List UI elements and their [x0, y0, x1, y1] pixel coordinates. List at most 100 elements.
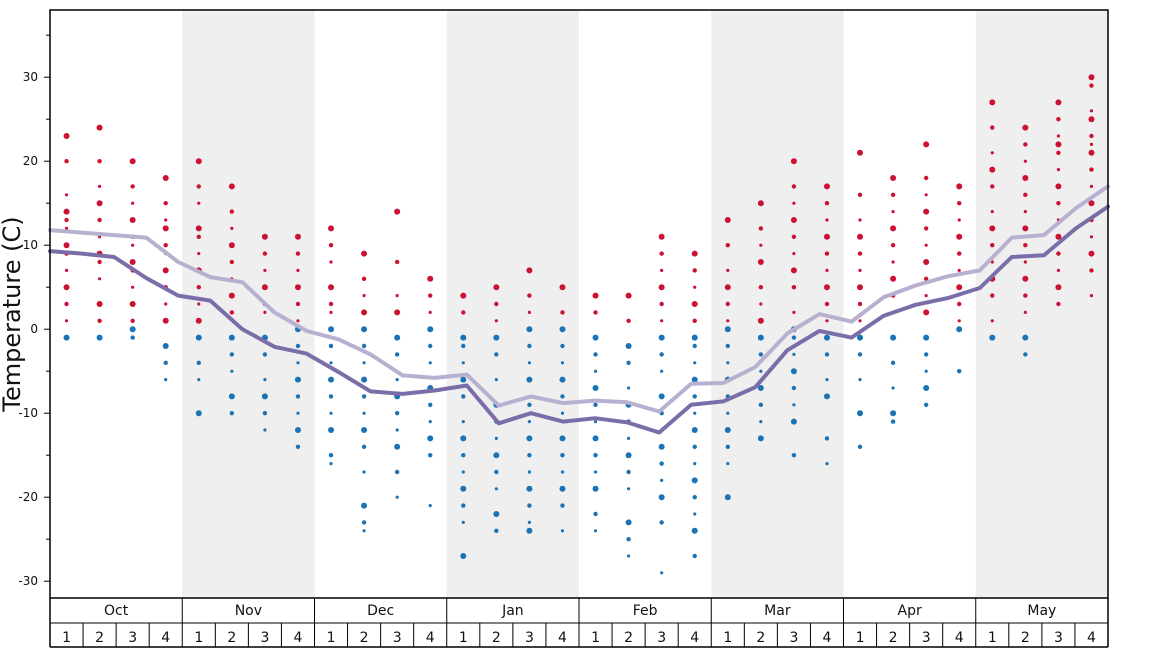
warm-dot [990, 184, 995, 189]
week-label: 1 [327, 630, 336, 646]
cold-dot [692, 343, 697, 349]
cold-dot [494, 378, 498, 382]
warm-dot [759, 243, 763, 247]
cold-dot [329, 361, 333, 365]
warm-dot [1056, 150, 1061, 155]
y-tick-label: -30 [18, 574, 38, 588]
cold-dot [1022, 334, 1029, 341]
y-tick-label: 10 [23, 238, 38, 252]
cold-dot [361, 520, 367, 525]
warm-dot [957, 251, 962, 256]
warm-dot [96, 301, 103, 307]
cold-dot [362, 361, 366, 365]
cold-dot [294, 427, 301, 433]
cold-dot [659, 461, 664, 466]
warm-dot [1056, 134, 1061, 138]
cold-dot [891, 386, 895, 390]
cold-dot [395, 495, 399, 499]
cold-dot [295, 394, 301, 399]
cold-dot [461, 470, 465, 474]
warm-dot [197, 302, 201, 306]
warm-dot [295, 251, 301, 256]
warm-dot [262, 251, 268, 256]
cold-dot [691, 334, 698, 341]
month-label: Apr [898, 603, 922, 619]
cold-dot [428, 420, 432, 424]
warm-dot [890, 275, 897, 282]
cold-dot [262, 411, 268, 416]
cold-dot [527, 402, 532, 407]
warm-dot [131, 201, 135, 205]
cold-dot [658, 393, 665, 400]
cold-dot [460, 376, 467, 383]
cold-dot [428, 343, 433, 349]
warm-dot [229, 259, 235, 265]
warm-dot [1055, 99, 1062, 106]
cold-dot [658, 443, 665, 450]
warm-dot [858, 268, 862, 272]
cold-dot [394, 411, 400, 416]
week-label: 1 [856, 630, 865, 646]
warm-dot [527, 310, 532, 314]
cold-dot [792, 352, 796, 356]
warm-dot [857, 251, 863, 256]
cold-dot [857, 334, 864, 341]
cold-dot [228, 334, 235, 341]
cold-dot [493, 511, 500, 517]
warm-dot [394, 309, 401, 316]
warm-dot [891, 210, 895, 214]
cold-dot [362, 470, 366, 474]
warm-dot [658, 284, 665, 291]
cold-dot [658, 494, 665, 501]
cold-dot [460, 435, 467, 442]
week-label: 2 [889, 630, 898, 646]
warm-dot [1056, 251, 1061, 256]
warm-dot [460, 292, 467, 299]
cold-dot [560, 470, 565, 474]
cold-dot [130, 335, 135, 340]
warm-dot [923, 208, 930, 215]
cold-dot [494, 352, 499, 357]
warm-dot [64, 319, 69, 323]
cold-dot [395, 378, 399, 382]
warm-dot [692, 268, 697, 273]
warm-dot [63, 284, 70, 291]
cold-dot [527, 361, 532, 365]
cold-dot [660, 369, 664, 373]
cold-dot [593, 420, 598, 424]
warm-dot [229, 310, 235, 315]
week-label: 1 [62, 630, 71, 646]
warm-dot [296, 319, 300, 323]
warm-dot [1089, 142, 1094, 146]
y-tick-label: 30 [23, 70, 38, 84]
cold-dot [593, 529, 598, 533]
cold-dot [328, 394, 334, 399]
warm-dot [725, 301, 730, 307]
warm-dot [64, 301, 69, 307]
warm-dot [428, 310, 432, 314]
warm-dot [428, 293, 433, 298]
warm-dot [1089, 167, 1094, 172]
cold-dot [361, 343, 367, 349]
warm-dot [790, 217, 797, 223]
cold-dot [461, 453, 466, 458]
warm-dot [1055, 141, 1062, 148]
cold-dot [989, 334, 996, 341]
week-label: 4 [294, 630, 303, 646]
cold-dot [724, 326, 731, 333]
month-label: Jan [501, 603, 524, 619]
month-label: Mar [764, 603, 791, 619]
cold-dot [294, 376, 301, 383]
cold-dot [626, 360, 631, 365]
warm-dot [1056, 201, 1061, 206]
y-axis-label: Temperature (C) [0, 216, 26, 412]
warm-dot [825, 268, 829, 272]
warm-dot [924, 243, 928, 247]
cold-dot [626, 386, 631, 390]
warm-dot [361, 276, 367, 281]
cold-dot [129, 326, 136, 333]
warm-dot [63, 133, 70, 139]
warm-dot [660, 268, 664, 272]
cold-dot [857, 444, 863, 449]
